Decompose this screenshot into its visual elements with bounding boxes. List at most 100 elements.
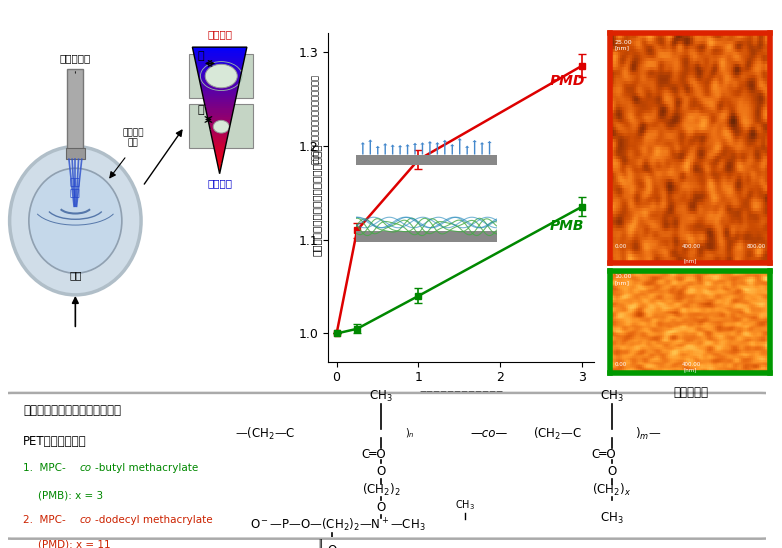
Bar bbox=[209, 123, 230, 125]
Bar bbox=[215, 151, 224, 152]
Bar bbox=[217, 159, 222, 161]
Bar bbox=[218, 165, 221, 167]
Ellipse shape bbox=[205, 64, 237, 88]
Text: )$_n$: )$_n$ bbox=[405, 427, 414, 440]
Text: O: O bbox=[377, 501, 386, 514]
Text: CH$_3$: CH$_3$ bbox=[600, 389, 624, 404]
Text: CH$_3$: CH$_3$ bbox=[369, 389, 393, 404]
Text: -butyl methacrylate: -butyl methacrylate bbox=[95, 463, 199, 473]
FancyArrow shape bbox=[487, 141, 492, 155]
Text: 10.00
[nm]: 10.00 [nm] bbox=[615, 275, 633, 285]
FancyArrow shape bbox=[428, 141, 432, 155]
Text: co: co bbox=[80, 515, 92, 525]
Bar bbox=[196, 64, 242, 66]
Text: CH$_3$: CH$_3$ bbox=[600, 510, 624, 526]
Bar bbox=[217, 161, 222, 163]
Bar bbox=[356, 155, 497, 165]
Text: C═O: C═O bbox=[361, 448, 386, 461]
FancyArrow shape bbox=[472, 140, 477, 155]
Bar bbox=[218, 163, 221, 165]
Bar bbox=[201, 85, 239, 87]
Bar bbox=[199, 79, 239, 81]
Bar bbox=[203, 96, 236, 98]
FancyArrow shape bbox=[421, 142, 425, 155]
Text: (CH$_2$—C: (CH$_2$—C bbox=[533, 425, 582, 442]
FancyArrow shape bbox=[436, 142, 439, 155]
Bar bbox=[208, 117, 231, 119]
FancyArrow shape bbox=[465, 146, 469, 155]
Bar bbox=[208, 119, 231, 121]
Text: 空気
噴流: 空気 噴流 bbox=[70, 179, 81, 198]
Bar bbox=[204, 100, 235, 102]
FancyArrow shape bbox=[457, 138, 462, 155]
Bar bbox=[205, 102, 235, 104]
Bar bbox=[213, 138, 227, 140]
FancyArrow shape bbox=[375, 146, 380, 155]
Bar bbox=[200, 83, 239, 85]
Text: (CH$_2$)$_2$: (CH$_2$)$_2$ bbox=[362, 482, 400, 498]
Bar bbox=[194, 52, 246, 54]
Text: 液体排除領域の大きさ（初期状態＝１）: 液体排除領域の大きさ（初期状態＝１） bbox=[311, 75, 321, 164]
Bar bbox=[216, 155, 223, 157]
Text: 2.  MPC-: 2. MPC- bbox=[23, 515, 66, 525]
Bar bbox=[219, 169, 220, 172]
Bar bbox=[203, 92, 237, 94]
FancyArrow shape bbox=[390, 145, 395, 155]
Text: 0.00: 0.00 bbox=[615, 244, 627, 249]
Bar bbox=[211, 134, 228, 136]
Bar bbox=[194, 54, 245, 55]
FancyArrow shape bbox=[398, 145, 402, 155]
Bar bbox=[196, 62, 243, 64]
Bar bbox=[356, 231, 497, 242]
Circle shape bbox=[29, 168, 122, 273]
FancyBboxPatch shape bbox=[189, 54, 253, 98]
Bar bbox=[195, 55, 245, 58]
Bar bbox=[212, 136, 228, 138]
FancyArrow shape bbox=[480, 142, 484, 155]
FancyBboxPatch shape bbox=[66, 149, 85, 159]
Text: -dodecyl methacrylate: -dodecyl methacrylate bbox=[95, 515, 213, 525]
Text: PETフィルム表面: PETフィルム表面 bbox=[23, 435, 87, 448]
Text: 空気ノズル: 空気ノズル bbox=[59, 53, 91, 63]
FancyArrow shape bbox=[361, 142, 365, 155]
Bar bbox=[217, 157, 223, 159]
Text: 800.00: 800.00 bbox=[746, 244, 766, 249]
Text: O$^-$—P—O—(CH$_2$)$_2$—N$^+$—CH$_3$: O$^-$—P—O—(CH$_2$)$_2$—N$^+$—CH$_3$ bbox=[250, 517, 426, 534]
Bar bbox=[211, 132, 228, 134]
FancyArrow shape bbox=[413, 142, 417, 155]
Bar bbox=[196, 60, 244, 62]
Bar bbox=[210, 125, 230, 127]
Text: CH$_3$: CH$_3$ bbox=[455, 498, 475, 512]
Text: PMB: PMB bbox=[549, 219, 584, 233]
Text: 400.00: 400.00 bbox=[682, 244, 701, 249]
Text: 液体排除領域の大きさ（初期状態＝１）: 液体排除領域の大きさ（初期状態＝１） bbox=[312, 144, 321, 256]
Bar bbox=[213, 142, 226, 144]
Bar bbox=[205, 104, 234, 106]
Circle shape bbox=[9, 147, 141, 295]
Text: ║: ║ bbox=[317, 539, 323, 548]
Bar bbox=[206, 109, 233, 111]
Bar bbox=[204, 98, 235, 100]
Bar bbox=[216, 152, 224, 155]
Bar bbox=[206, 111, 233, 112]
Text: —(CH$_2$—C: —(CH$_2$—C bbox=[235, 425, 295, 442]
Text: —co—: —co— bbox=[470, 427, 508, 440]
Bar bbox=[206, 106, 234, 109]
Bar bbox=[199, 75, 241, 77]
Bar bbox=[195, 58, 244, 60]
Bar bbox=[198, 70, 242, 72]
Text: PMD: PMD bbox=[549, 73, 585, 88]
Bar bbox=[193, 49, 246, 52]
FancyBboxPatch shape bbox=[67, 69, 84, 156]
Text: 0.00: 0.00 bbox=[615, 362, 627, 367]
Text: [nm]: [nm] bbox=[683, 258, 697, 263]
Text: 液体排除
領域: 液体排除 領域 bbox=[122, 128, 144, 147]
Bar bbox=[219, 167, 221, 169]
Ellipse shape bbox=[213, 121, 229, 133]
Bar bbox=[202, 87, 238, 89]
Text: 小: 小 bbox=[197, 105, 203, 116]
Text: 25.00
[nm]: 25.00 [nm] bbox=[615, 40, 633, 50]
Text: 高親水性: 高親水性 bbox=[207, 178, 232, 188]
Text: C═O: C═O bbox=[592, 448, 616, 461]
Text: 低親水性: 低親水性 bbox=[207, 30, 232, 39]
